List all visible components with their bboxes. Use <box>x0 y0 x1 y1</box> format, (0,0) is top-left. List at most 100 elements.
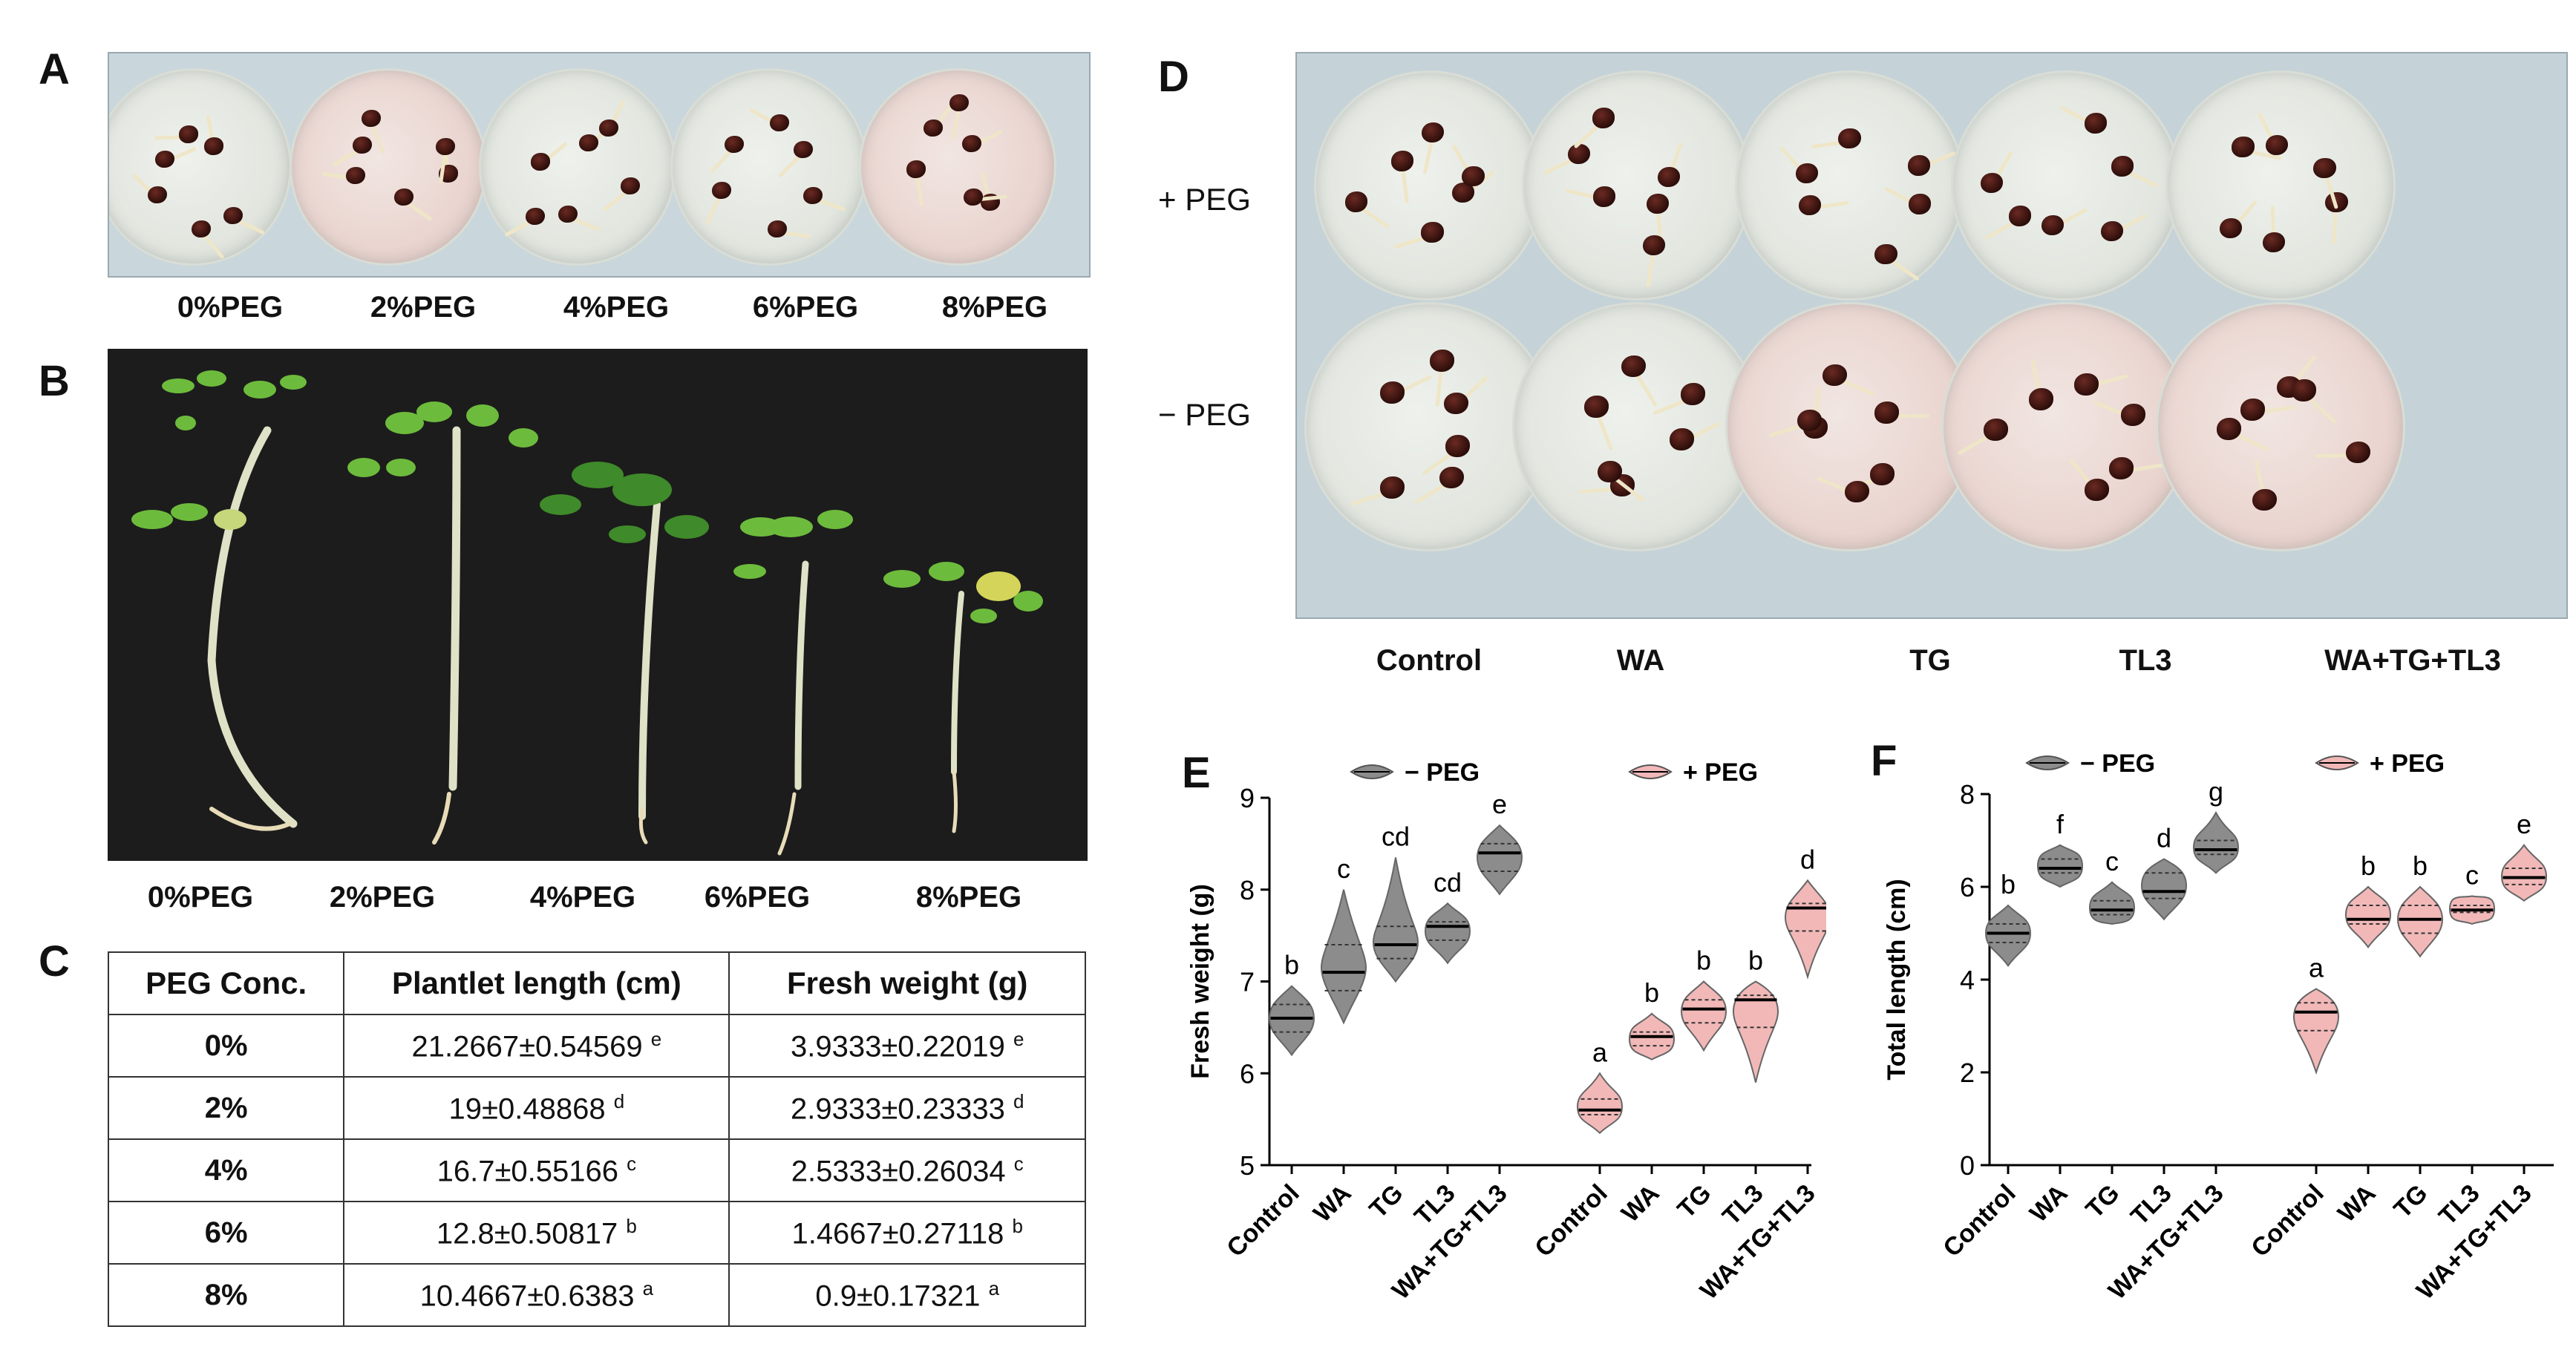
petri-dish <box>1735 71 1965 301</box>
seed <box>1390 151 1414 171</box>
cell-conc: 2% <box>107 1076 345 1140</box>
significance-letter: c <box>2465 860 2479 891</box>
seed <box>1592 108 1615 128</box>
petri-dish <box>1522 71 1752 301</box>
cell-conc: 6% <box>107 1201 345 1265</box>
caption-d-4: WA+TG+TL3 <box>2324 644 2501 677</box>
seed <box>2109 457 2134 479</box>
seed <box>1439 466 1465 489</box>
seed <box>1870 463 1895 485</box>
x-tick-label: Control <box>2246 1179 2329 1262</box>
violin-control <box>1576 1072 1624 1135</box>
x-tick-label: WA <box>1616 1179 1665 1228</box>
caption-b-3: 6%PEG <box>704 881 811 914</box>
seed <box>2262 232 2286 253</box>
seed <box>2029 387 2054 410</box>
seed <box>1421 122 1445 142</box>
plantlets-illustration <box>108 349 1088 861</box>
significance-letter: b <box>1644 977 1659 1008</box>
cell-length: 21.2667±0.54569 e <box>343 1014 730 1078</box>
significance-letter: c <box>2105 846 2119 876</box>
seed <box>1583 396 1609 418</box>
panel-label-d: D <box>1158 53 1189 101</box>
violin-wa-tg-tl3 <box>2500 844 2548 902</box>
violin-tg <box>2396 885 2444 958</box>
caption-a-4: 8%PEG <box>941 291 1048 324</box>
cell-weight: 1.4667±0.27118 b <box>728 1201 1086 1265</box>
seed <box>1844 480 1869 503</box>
seed <box>1443 392 1468 415</box>
significance-letter: f <box>2056 809 2065 839</box>
table-row: 0% 21.2667±0.54569 e 3.9333±0.22019 e <box>107 1014 1086 1078</box>
seed <box>2219 218 2243 239</box>
seed <box>1380 381 1405 404</box>
seed <box>1796 163 1819 184</box>
seed <box>1983 418 2008 441</box>
violin-tl3 <box>1732 980 1779 1083</box>
significance-letter: a <box>2309 953 2324 983</box>
y-tick-label: 0 <box>1960 1150 1975 1181</box>
violin-tl3 <box>2140 858 2188 921</box>
panel-label-e: E <box>1182 749 1211 797</box>
cell-weight: 3.9333±0.22019 e <box>728 1014 1086 1078</box>
cell-length: 10.4667±0.6383 a <box>343 1263 730 1327</box>
x-tick-label: Control <box>1529 1179 1612 1262</box>
seed <box>768 220 788 238</box>
petri-dish <box>1512 302 1762 551</box>
seed <box>1669 428 1694 450</box>
seed <box>1380 476 1405 499</box>
panel-label-b: B <box>39 357 70 405</box>
seed <box>1646 194 1669 214</box>
x-tick-label: Control <box>1938 1179 2021 1262</box>
seed <box>2041 215 2064 236</box>
seed <box>1798 194 1822 216</box>
legend-label: + PEG <box>2370 750 2445 778</box>
caption-b-1: 2%PEG <box>329 881 436 914</box>
y-tick-label: 4 <box>1960 965 1975 995</box>
seed <box>949 94 970 112</box>
y-tick-label: 5 <box>1240 1150 1255 1181</box>
seed <box>2084 113 2108 134</box>
caption-b-0: 0%PEG <box>147 881 254 914</box>
seed <box>1822 364 1847 387</box>
seed <box>2252 488 2278 511</box>
seed <box>2292 379 2317 401</box>
seed <box>802 186 823 205</box>
plantlet-photo-b <box>108 349 1088 861</box>
y-tick-label: 2 <box>1960 1058 1975 1088</box>
petri-dish <box>859 68 1056 266</box>
significance-letter: d <box>1800 844 1815 874</box>
peg-results-table: PEG Conc. Plantlet length (cm) Fresh wei… <box>107 951 1086 1327</box>
seed <box>154 150 174 168</box>
panel-label-f: F <box>1871 737 1897 785</box>
seed <box>345 166 365 184</box>
seed <box>223 207 243 225</box>
seed <box>2121 404 2145 426</box>
caption-d-3: TL3 <box>2119 644 2172 677</box>
seed <box>2232 137 2255 157</box>
seed <box>1657 166 1681 188</box>
seed <box>1344 191 1368 212</box>
seed <box>962 134 982 153</box>
table-row: 2% 19±0.48868 d 2.9333±0.23333 d <box>107 1076 1086 1140</box>
caption-d-0: Control <box>1376 644 1482 677</box>
significance-letter: b <box>1696 945 1711 976</box>
significance-letter: b <box>2413 850 2428 881</box>
seed <box>1642 235 1666 256</box>
seed <box>770 114 790 132</box>
seed <box>2085 478 2110 501</box>
petri-dish <box>2156 302 2405 551</box>
seed <box>1462 165 1485 186</box>
seed <box>2313 157 2336 179</box>
cell-length: 16.7±0.55166 c <box>343 1138 730 1202</box>
cell-conc: 4% <box>107 1138 345 1202</box>
significance-letter: d <box>2157 823 2171 853</box>
seed <box>179 125 199 143</box>
panel-label-a: A <box>39 45 70 94</box>
header-peg-conc: PEG Conc. <box>107 951 345 1015</box>
seed <box>1908 194 1932 214</box>
seed <box>1874 401 1899 424</box>
petri-dish <box>670 68 868 266</box>
seed <box>963 188 983 206</box>
x-tick-label: WA <box>1308 1179 1357 1228</box>
